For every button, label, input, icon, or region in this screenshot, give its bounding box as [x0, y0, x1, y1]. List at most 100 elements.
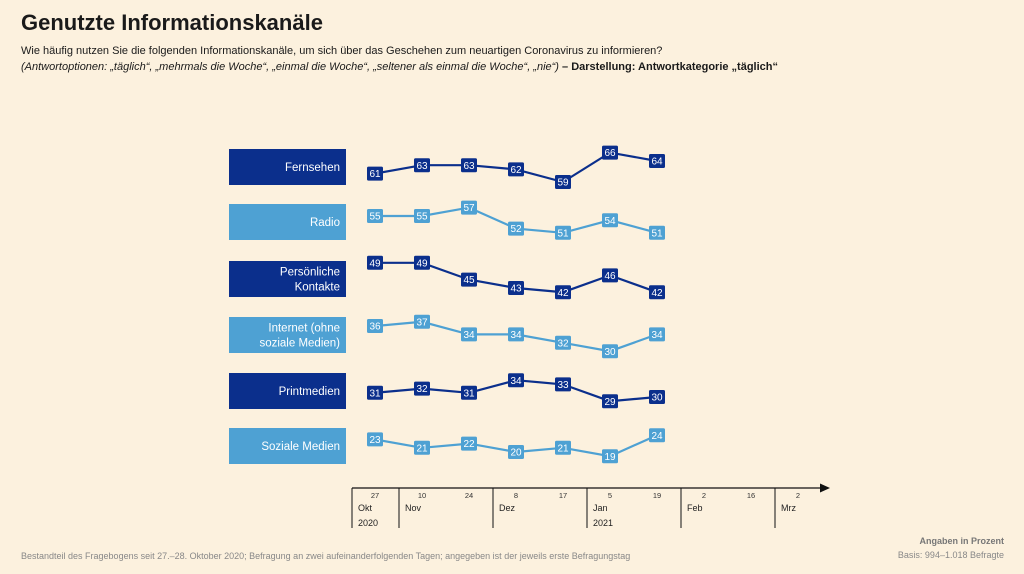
display-category: – Darstellung: Antwortkategorie „täglich…: [558, 61, 778, 73]
series-label: Printmedien: [279, 386, 340, 398]
data-label: 42: [557, 288, 569, 299]
answer-options: (Antwortoptionen: „täglich“, „mehrmals d…: [21, 61, 559, 73]
data-point: [461, 272, 477, 287]
data-point: [461, 436, 477, 451]
data-point: [602, 268, 618, 283]
data-label: 63: [463, 161, 475, 172]
x-tick-month: Mrz: [781, 503, 796, 513]
series-label-box: [229, 373, 346, 409]
series-label: soziale Medien): [259, 338, 340, 350]
data-label: 30: [651, 393, 663, 404]
data-point: [602, 394, 618, 409]
data-label: 37: [416, 317, 428, 328]
x-tick-day: 8: [514, 491, 518, 500]
x-tick-month: Okt: [358, 503, 373, 513]
data-point: [367, 432, 383, 447]
data-label: 52: [510, 224, 522, 235]
series-label: Persönliche: [280, 267, 340, 279]
x-axis-arrow: [820, 483, 830, 493]
data-label: 23: [369, 435, 381, 446]
data-label: 45: [463, 275, 475, 286]
data-point: [461, 385, 477, 400]
data-label: 42: [651, 288, 663, 299]
x-tick-year: 2020: [358, 518, 378, 528]
data-point: [508, 327, 524, 342]
data-label: 21: [557, 443, 569, 454]
x-tick-day: 24: [465, 491, 473, 500]
data-label: 34: [463, 330, 475, 341]
series-label: Radio: [310, 217, 340, 229]
data-point: [414, 381, 430, 396]
data-point: [414, 255, 430, 270]
data-point: [367, 385, 383, 400]
series-label: Soziale Medien: [261, 441, 340, 453]
series-label-box: [229, 428, 346, 464]
data-label: 46: [604, 271, 616, 282]
data-point: [461, 158, 477, 173]
series-label: Internet (ohne: [268, 323, 340, 335]
footnote: Bestandteil des Fragebogens seit 27.–28.…: [21, 551, 631, 561]
chart-question: Wie häufig nutzen Sie die folgenden Info…: [21, 45, 663, 57]
data-label: 34: [510, 330, 522, 341]
x-tick-day: 27: [371, 491, 379, 500]
data-label: 49: [416, 258, 428, 269]
data-point: [649, 225, 665, 240]
x-tick-month: Nov: [405, 503, 422, 513]
data-label: 22: [463, 439, 475, 450]
data-point: [602, 145, 618, 160]
data-label: 34: [651, 330, 663, 341]
data-label: 20: [510, 448, 522, 459]
data-point: [555, 440, 571, 455]
data-point: [508, 281, 524, 295]
data-label: 59: [557, 178, 569, 189]
series-label: Fernsehen: [285, 162, 340, 174]
data-label: 32: [416, 384, 428, 395]
x-tick-month: Jan: [593, 503, 608, 513]
data-point: [555, 377, 571, 392]
data-point: [414, 314, 430, 329]
data-label: 33: [557, 380, 569, 391]
x-tick-day: 5: [608, 491, 612, 500]
series-label-box: [229, 204, 346, 240]
data-label: 31: [369, 388, 381, 399]
unit-note: Angaben in Prozent: [919, 536, 1004, 546]
data-label: 51: [651, 228, 663, 239]
data-label: 19: [604, 452, 616, 463]
data-label: 36: [369, 322, 381, 333]
data-label: 31: [463, 388, 475, 399]
data-point: [367, 319, 383, 333]
data-label: 32: [557, 338, 569, 349]
data-label: 55: [369, 212, 381, 223]
data-point: [555, 285, 571, 300]
data-label: 57: [463, 203, 475, 214]
data-point: [508, 162, 524, 177]
data-point: [602, 213, 618, 228]
series-label-box: [229, 317, 346, 353]
x-tick-day: 17: [559, 491, 567, 500]
series-label: Kontakte: [295, 282, 340, 294]
data-point: [649, 390, 665, 404]
data-label: 51: [557, 228, 569, 239]
data-label: 29: [604, 397, 616, 408]
x-tick-day: 19: [653, 491, 661, 500]
x-tick-day: 10: [418, 491, 426, 500]
data-label: 43: [510, 284, 522, 295]
data-point: [367, 209, 383, 223]
data-label: 55: [416, 212, 428, 223]
data-point: [649, 154, 665, 168]
x-tick-month: Feb: [687, 503, 703, 513]
chart-options-line: (Antwortoptionen: „täglich“, „mehrmals d…: [21, 61, 778, 73]
data-point: [508, 221, 524, 236]
data-label: 24: [651, 431, 663, 442]
data-point: [649, 428, 665, 443]
data-point: [555, 335, 571, 350]
data-point: [367, 166, 383, 181]
data-point: [649, 327, 665, 342]
x-tick-day: 16: [747, 491, 755, 500]
data-point: [367, 255, 383, 270]
x-tick-year: 2021: [593, 518, 613, 528]
data-point: [461, 200, 477, 215]
x-tick-day: 2: [796, 491, 800, 500]
data-label: 34: [510, 376, 522, 387]
chart-title: Genutzte Informationskanäle: [21, 10, 323, 35]
